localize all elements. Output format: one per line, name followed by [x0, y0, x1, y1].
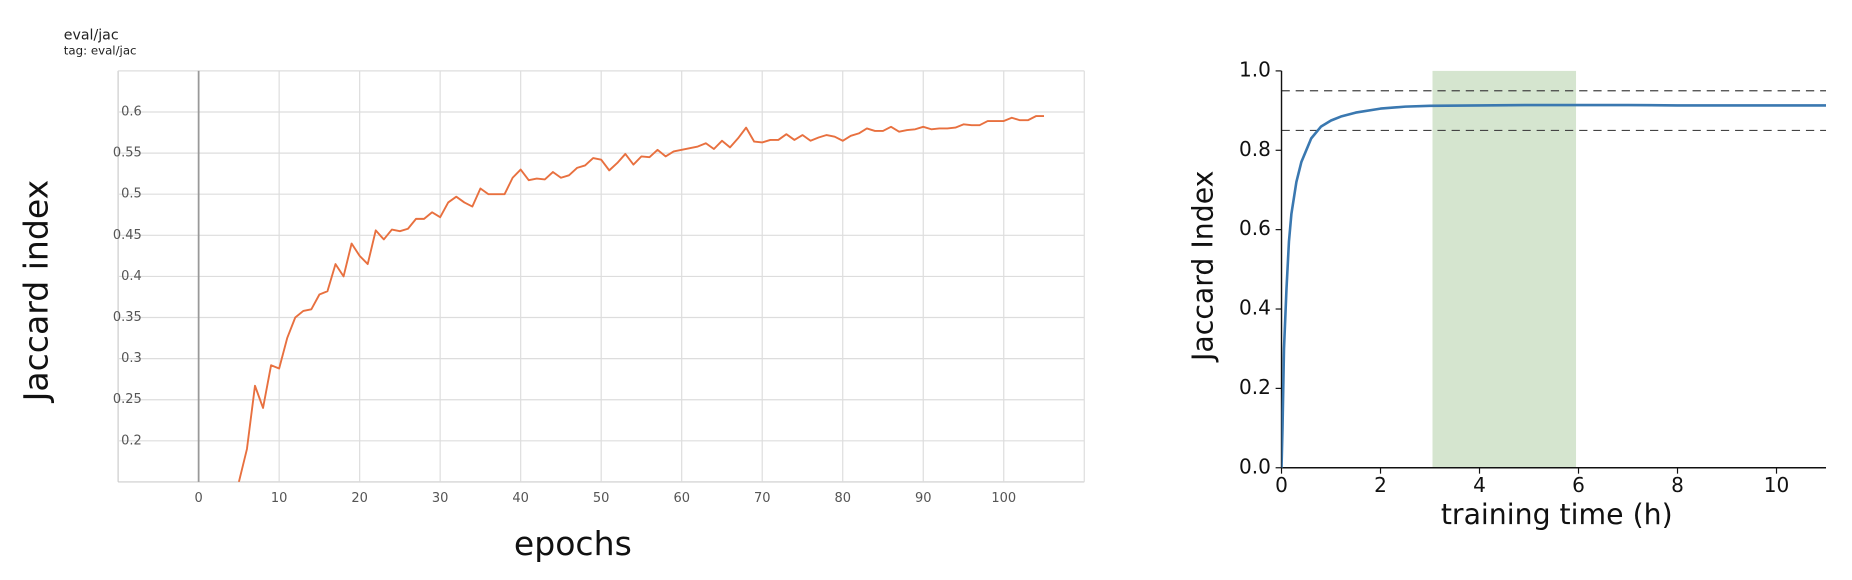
y-tick-label: 0.55 — [113, 146, 142, 161]
data-line — [237, 115, 1045, 482]
x-axis-label: epochs — [514, 524, 632, 563]
x-tick-label: 0 — [194, 491, 202, 506]
y-tick-label: 0.5 — [121, 187, 142, 202]
y-axis-label: Jaccard Index — [1187, 171, 1220, 363]
y-tick-label: 0.8 — [1239, 137, 1271, 161]
x-tick-label: 50 — [593, 491, 610, 506]
y-tick-label: 0.6 — [1239, 216, 1271, 240]
y-axis-label: Jaccard index — [16, 180, 55, 404]
y-tick-label: 0.4 — [1239, 296, 1271, 320]
y-tick-label: 0.25 — [113, 392, 142, 407]
x-tick-label: 60 — [673, 491, 690, 506]
x-tick-label: 2 — [1374, 473, 1387, 497]
data-line — [1281, 103, 1827, 468]
chart-subtitle: tag: eval/jac — [64, 43, 137, 57]
x-tick-label: 80 — [834, 491, 851, 506]
y-tick-label: 0.3 — [121, 351, 142, 366]
y-tick-label: 0.45 — [113, 228, 142, 243]
x-tick-label: 10 — [1764, 473, 1790, 497]
x-tick-label: 90 — [915, 491, 932, 506]
y-tick-label: 0.4 — [121, 269, 142, 284]
x-tick-label: 20 — [351, 491, 368, 506]
x-tick-label: 8 — [1671, 473, 1684, 497]
y-tick-label: 0.0 — [1239, 454, 1271, 478]
x-tick-label: 10 — [271, 491, 288, 506]
x-tick-label: 40 — [512, 491, 529, 506]
y-tick-label: 0.2 — [1239, 375, 1271, 399]
x-tick-label: 6 — [1572, 473, 1585, 497]
x-tick-label: 70 — [754, 491, 771, 506]
x-axis-label: training time (h) — [1441, 498, 1673, 531]
x-tick-label: 100 — [991, 491, 1016, 506]
y-tick-label: 0.6 — [121, 105, 142, 120]
y-tick-label: 0.2 — [121, 433, 142, 448]
x-tick-label: 30 — [432, 491, 449, 506]
shaded-span — [1432, 70, 1577, 468]
x-tick-label: 0 — [1275, 473, 1288, 497]
y-tick-label: 0.35 — [113, 310, 142, 325]
chart-title: eval/jac — [64, 27, 119, 43]
y-tick-label: 1.0 — [1239, 57, 1271, 81]
x-tick-label: 4 — [1473, 473, 1486, 497]
